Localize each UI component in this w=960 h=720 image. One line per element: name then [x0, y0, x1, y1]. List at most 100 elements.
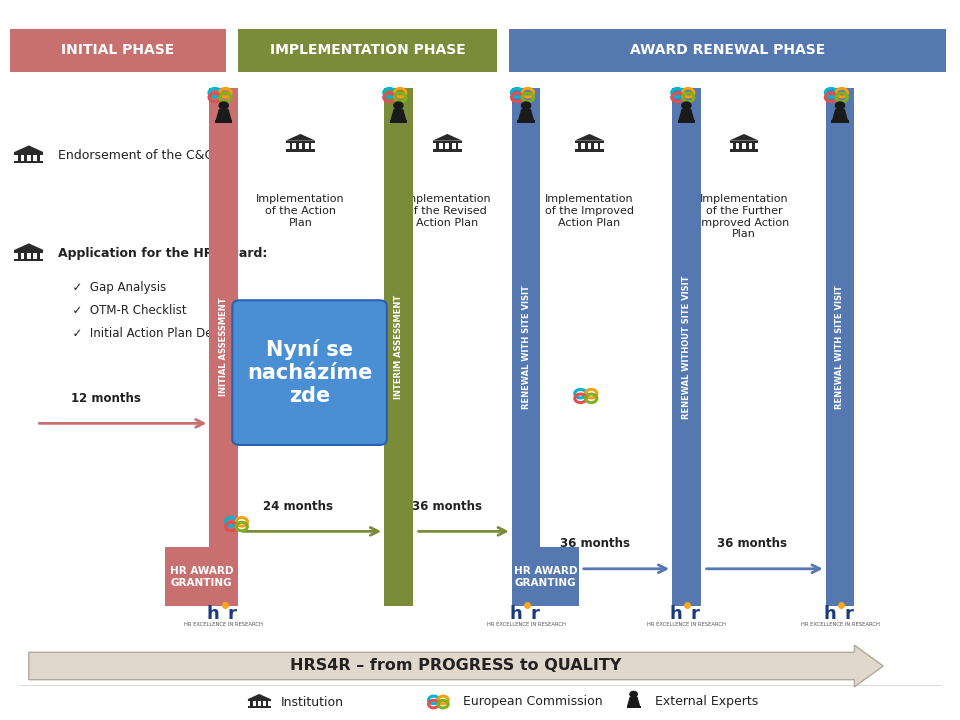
FancyBboxPatch shape: [753, 143, 755, 149]
Text: h: h: [206, 605, 220, 623]
FancyBboxPatch shape: [672, 88, 701, 606]
FancyBboxPatch shape: [165, 547, 238, 606]
Text: European Commission: European Commission: [463, 696, 602, 708]
FancyBboxPatch shape: [286, 140, 315, 143]
FancyBboxPatch shape: [18, 253, 20, 258]
Text: r: r: [530, 605, 540, 623]
FancyBboxPatch shape: [384, 88, 413, 606]
FancyBboxPatch shape: [31, 155, 34, 161]
FancyBboxPatch shape: [296, 143, 299, 149]
Text: r: r: [690, 605, 700, 623]
Text: RENEWAL WITH SITE VISIT: RENEWAL WITH SITE VISIT: [835, 285, 845, 409]
Text: HR AWARD
GRANTING: HR AWARD GRANTING: [170, 566, 233, 588]
Text: Application for the HR Award:: Application for the HR Award:: [58, 247, 267, 260]
FancyBboxPatch shape: [24, 253, 27, 258]
FancyBboxPatch shape: [739, 143, 742, 149]
FancyBboxPatch shape: [290, 143, 292, 149]
FancyBboxPatch shape: [255, 701, 257, 706]
FancyBboxPatch shape: [10, 29, 226, 72]
Text: Endorsement of the C&C: Endorsement of the C&C: [58, 149, 213, 162]
FancyBboxPatch shape: [579, 143, 581, 149]
FancyBboxPatch shape: [248, 706, 271, 708]
Text: RENEWAL WITH SITE VISIT: RENEWAL WITH SITE VISIT: [521, 285, 531, 409]
FancyBboxPatch shape: [302, 143, 305, 149]
Text: HR EXCELLENCE IN RESEARCH: HR EXCELLENCE IN RESEARCH: [487, 622, 565, 627]
Polygon shape: [518, 109, 534, 120]
Text: h: h: [669, 605, 683, 623]
Text: HR AWARD
GRANTING: HR AWARD GRANTING: [514, 566, 577, 588]
FancyBboxPatch shape: [433, 140, 462, 143]
FancyBboxPatch shape: [390, 120, 407, 123]
FancyBboxPatch shape: [309, 143, 311, 149]
Polygon shape: [13, 145, 44, 152]
Circle shape: [394, 102, 403, 109]
FancyBboxPatch shape: [209, 88, 238, 606]
Text: h: h: [823, 605, 836, 623]
FancyBboxPatch shape: [733, 143, 735, 149]
Text: h: h: [509, 605, 522, 623]
Polygon shape: [574, 134, 605, 140]
FancyBboxPatch shape: [730, 149, 758, 152]
Text: IMPLEMENTATION PHASE: IMPLEMENTATION PHASE: [270, 43, 466, 58]
FancyBboxPatch shape: [746, 143, 749, 149]
FancyBboxPatch shape: [24, 155, 27, 161]
FancyBboxPatch shape: [215, 120, 232, 123]
FancyBboxPatch shape: [678, 120, 695, 123]
FancyBboxPatch shape: [261, 701, 263, 706]
Text: Institution: Institution: [280, 696, 344, 708]
Text: 36 months: 36 months: [717, 537, 786, 550]
FancyArrow shape: [29, 645, 883, 687]
Text: r: r: [844, 605, 853, 623]
Polygon shape: [13, 243, 44, 250]
Text: 24 months: 24 months: [263, 500, 332, 513]
Text: Implementation
of the Action
Plan: Implementation of the Action Plan: [256, 194, 345, 228]
FancyBboxPatch shape: [251, 701, 252, 706]
FancyBboxPatch shape: [14, 152, 43, 155]
Text: Implementation
of the Improved
Action Plan: Implementation of the Improved Action Pl…: [545, 194, 634, 228]
FancyBboxPatch shape: [585, 143, 588, 149]
Text: Nyní se
nacházíme
zde: Nyní se nacházíme zde: [247, 339, 372, 406]
FancyBboxPatch shape: [18, 155, 20, 161]
Polygon shape: [216, 109, 231, 120]
FancyBboxPatch shape: [286, 149, 315, 152]
Text: Implementation
of the Further
Improved Action
Plan: Implementation of the Further Improved A…: [698, 194, 790, 239]
FancyBboxPatch shape: [627, 706, 640, 708]
Text: INITIAL ASSESSMENT: INITIAL ASSESSMENT: [219, 298, 228, 396]
FancyBboxPatch shape: [37, 253, 39, 258]
Text: External Experts: External Experts: [655, 696, 758, 708]
Polygon shape: [248, 694, 271, 699]
FancyBboxPatch shape: [449, 143, 452, 149]
FancyBboxPatch shape: [509, 29, 946, 72]
Text: HR EXCELLENCE IN RESEARCH: HR EXCELLENCE IN RESEARCH: [184, 622, 263, 627]
FancyBboxPatch shape: [14, 161, 43, 163]
FancyBboxPatch shape: [598, 143, 600, 149]
Circle shape: [630, 691, 637, 697]
Circle shape: [835, 102, 845, 109]
Text: INITIAL PHASE: INITIAL PHASE: [61, 43, 174, 58]
Text: HRS4R – from PROGRESS to QUALITY: HRS4R – from PROGRESS to QUALITY: [290, 659, 622, 673]
FancyBboxPatch shape: [512, 88, 540, 606]
FancyBboxPatch shape: [831, 120, 849, 123]
FancyBboxPatch shape: [517, 120, 535, 123]
Text: HR EXCELLENCE IN RESEARCH: HR EXCELLENCE IN RESEARCH: [647, 622, 726, 627]
FancyBboxPatch shape: [37, 155, 39, 161]
FancyBboxPatch shape: [14, 258, 43, 261]
Polygon shape: [628, 698, 639, 706]
Text: AWARD RENEWAL PHASE: AWARD RENEWAL PHASE: [630, 43, 825, 58]
FancyBboxPatch shape: [456, 143, 458, 149]
Text: 12 months: 12 months: [71, 392, 140, 405]
Circle shape: [219, 102, 228, 109]
Polygon shape: [832, 109, 848, 120]
Circle shape: [521, 102, 531, 109]
FancyBboxPatch shape: [14, 250, 43, 253]
Polygon shape: [432, 134, 463, 140]
FancyBboxPatch shape: [575, 149, 604, 152]
FancyBboxPatch shape: [437, 143, 439, 149]
Polygon shape: [729, 134, 759, 140]
Circle shape: [682, 102, 691, 109]
FancyBboxPatch shape: [266, 701, 268, 706]
Text: 36 months: 36 months: [561, 537, 630, 550]
Polygon shape: [391, 109, 406, 120]
Text: 36 months: 36 months: [413, 500, 482, 513]
FancyBboxPatch shape: [31, 253, 34, 258]
